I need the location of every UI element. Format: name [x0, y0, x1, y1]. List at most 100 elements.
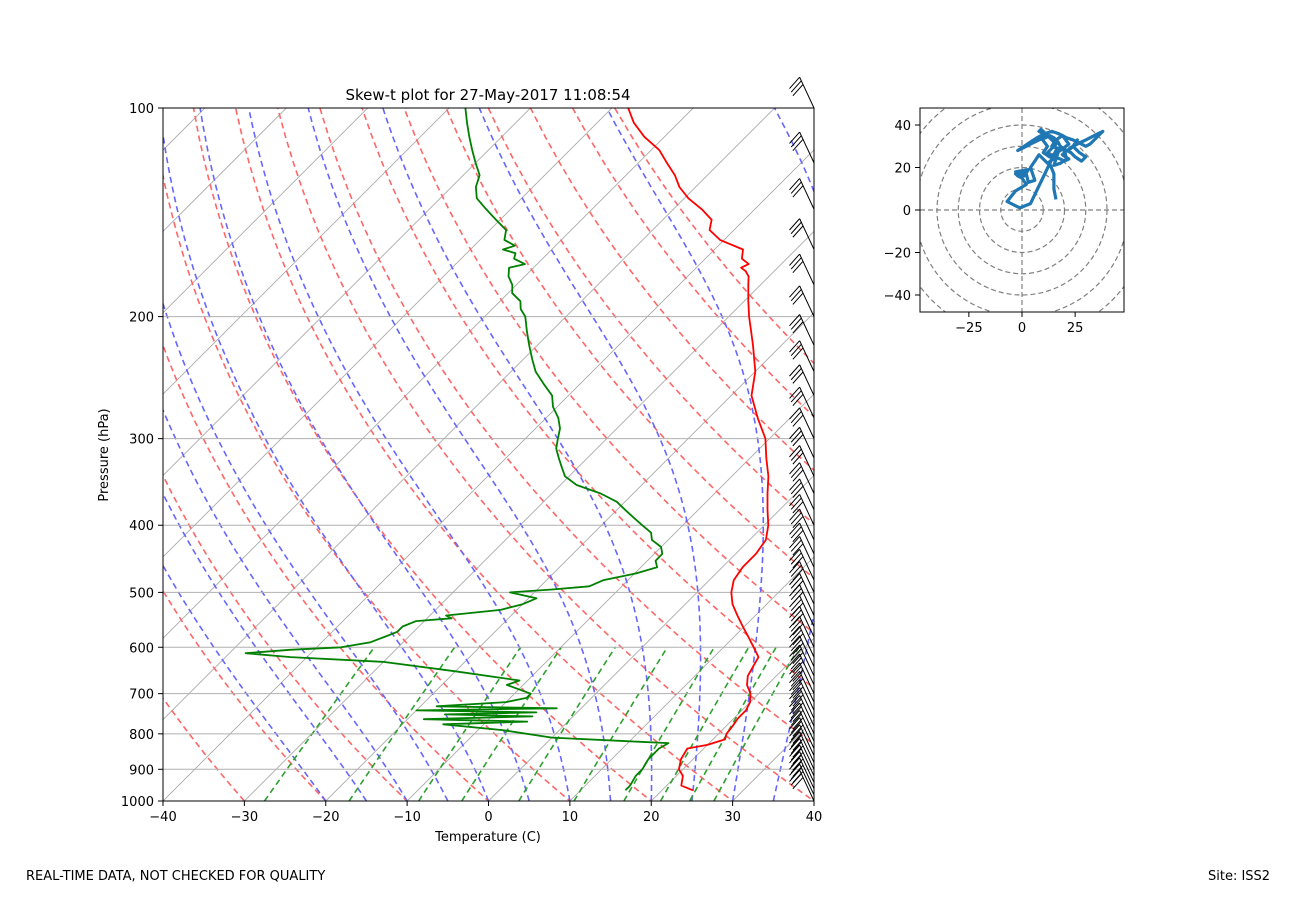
- dry-adiabat-line: [276, 108, 814, 801]
- isotherm-line: [163, 108, 288, 233]
- isotherm-line: [163, 108, 206, 151]
- mixing-ratio-line: [518, 646, 616, 801]
- wind-barb: [789, 605, 815, 638]
- dewpoint-profile-line: [244, 108, 670, 791]
- wind-barb: [789, 702, 815, 735]
- wind-barb: [789, 653, 815, 686]
- y-tick-label: 1000: [121, 795, 154, 810]
- quality-disclaimer: REAL-TIME DATA, NOT CHECKED FOR QUALITY: [26, 869, 326, 884]
- wind-barb: [789, 548, 815, 581]
- wind-barb: [789, 218, 815, 250]
- hodograph-y-tick-label: 40: [894, 119, 911, 134]
- hodograph-x-tick-label: 25: [1067, 321, 1084, 336]
- mixing-ratio-line: [263, 646, 375, 801]
- mixing-ratio-line: [713, 646, 800, 801]
- hodograph-x-tick-label: 0: [1018, 321, 1026, 336]
- wind-barb: [789, 522, 815, 555]
- moist-adiabat-line: [382, 108, 653, 801]
- x-tick-label: 10: [562, 810, 579, 825]
- skewt-plot: −40 −30 −20 −10 0 10 20 30 40 1000 900 800 700 600 50…: [97, 76, 822, 845]
- isotherm-line: [650, 637, 814, 801]
- dry-adiabat-line: [163, 473, 409, 801]
- isotherm-line: [163, 108, 532, 477]
- x-tick-label: −10: [393, 810, 420, 825]
- dry-adiabat-line: [529, 108, 814, 472]
- y-tick-label: 300: [129, 433, 154, 448]
- wind-barb: [789, 710, 815, 742]
- hodograph-x-tick-label: −25: [955, 321, 982, 336]
- hodograph-series: [1005, 127, 1105, 210]
- wind-barb: [789, 625, 815, 658]
- hodograph-y-tick-label: 0: [903, 204, 911, 219]
- moist-adiabat-line: [163, 128, 490, 801]
- dry-adiabat-line: [571, 108, 814, 418]
- y-tick-label: 500: [129, 586, 154, 601]
- dry-adiabat-line: [234, 108, 734, 801]
- isotherm-line: [163, 108, 369, 314]
- wind-barb: [789, 635, 815, 667]
- wind-barb: [789, 131, 815, 164]
- wind-barb: [789, 561, 815, 593]
- mixing-ratio-line: [688, 646, 777, 801]
- wind-barb: [789, 536, 815, 568]
- isotherm-line: [569, 556, 814, 801]
- skewt-series: [244, 108, 770, 792]
- wind-barb: [789, 478, 815, 511]
- dry-adiabat-line: [192, 108, 653, 801]
- dry-adiabat-line: [487, 108, 814, 526]
- wind-barb: [789, 573, 815, 605]
- y-tick-label: 100: [129, 102, 154, 117]
- isotherm-line: [813, 800, 814, 801]
- wind-barb: [789, 494, 815, 526]
- hodograph-ticks: −25 0 25 −40 −20 0 20 40: [884, 119, 1084, 336]
- y-tick-label: 400: [129, 519, 154, 534]
- wind-barb: [789, 757, 815, 789]
- wind-barb: [789, 426, 815, 459]
- mixing-ratio-line: [659, 646, 750, 801]
- x-tick-label: 20: [643, 810, 660, 825]
- isotherm-line: [163, 108, 776, 721]
- dry-adiabat-line: [403, 108, 814, 634]
- isotherm-line: [163, 108, 694, 639]
- hodograph-rings: [920, 108, 1124, 312]
- skewt-y-label: Pressure (hPa): [97, 408, 112, 501]
- moist-adiabat-line: [199, 108, 530, 801]
- wind-barb: [789, 717, 815, 749]
- wind-barb: [789, 724, 815, 756]
- wind-barb: [789, 407, 815, 439]
- isotherm-line: [163, 149, 814, 801]
- skewt-title: Skew-t plot for 27-May-2017 11:08:54: [345, 86, 630, 104]
- isotherm-line: [243, 230, 814, 801]
- mixing-ratio-line: [623, 646, 715, 801]
- moist-adiabat-line: [163, 301, 449, 801]
- wind-barb: [789, 738, 815, 770]
- y-tick-label: 200: [129, 311, 154, 326]
- moist-adiabat-line: [163, 564, 327, 801]
- skewt-x-ticks: −40 −30 −20 −10 0 10 20 30 40: [149, 801, 822, 825]
- moist-adiabat-line: [606, 108, 765, 801]
- wind-barbs: [789, 76, 815, 802]
- wind-barb: [789, 679, 815, 711]
- wind-barb: [789, 386, 815, 419]
- y-tick-label: 600: [129, 641, 154, 656]
- moist-adiabat-line: [478, 108, 702, 801]
- wind-barb: [789, 670, 815, 703]
- wind-barb: [789, 462, 815, 494]
- x-tick-label: −30: [231, 810, 258, 825]
- wind-barb: [789, 314, 815, 346]
- wind-barb: [789, 340, 815, 372]
- site-label: Site: ISS2: [1208, 869, 1271, 884]
- dry-adiabat-line: [163, 696, 246, 801]
- wind-barb: [789, 508, 815, 541]
- x-tick-label: −20: [312, 810, 339, 825]
- y-tick-label: 900: [129, 763, 154, 778]
- hodograph-y-tick-label: −20: [884, 247, 911, 262]
- wind-barb: [789, 445, 815, 477]
- wind-barb: [789, 662, 815, 694]
- wind-barb: [789, 744, 815, 777]
- isotherm-line: [325, 312, 814, 801]
- wind-barb: [789, 731, 815, 763]
- moist-adiabat-line: [247, 108, 571, 801]
- x-tick-label: 40: [806, 810, 823, 825]
